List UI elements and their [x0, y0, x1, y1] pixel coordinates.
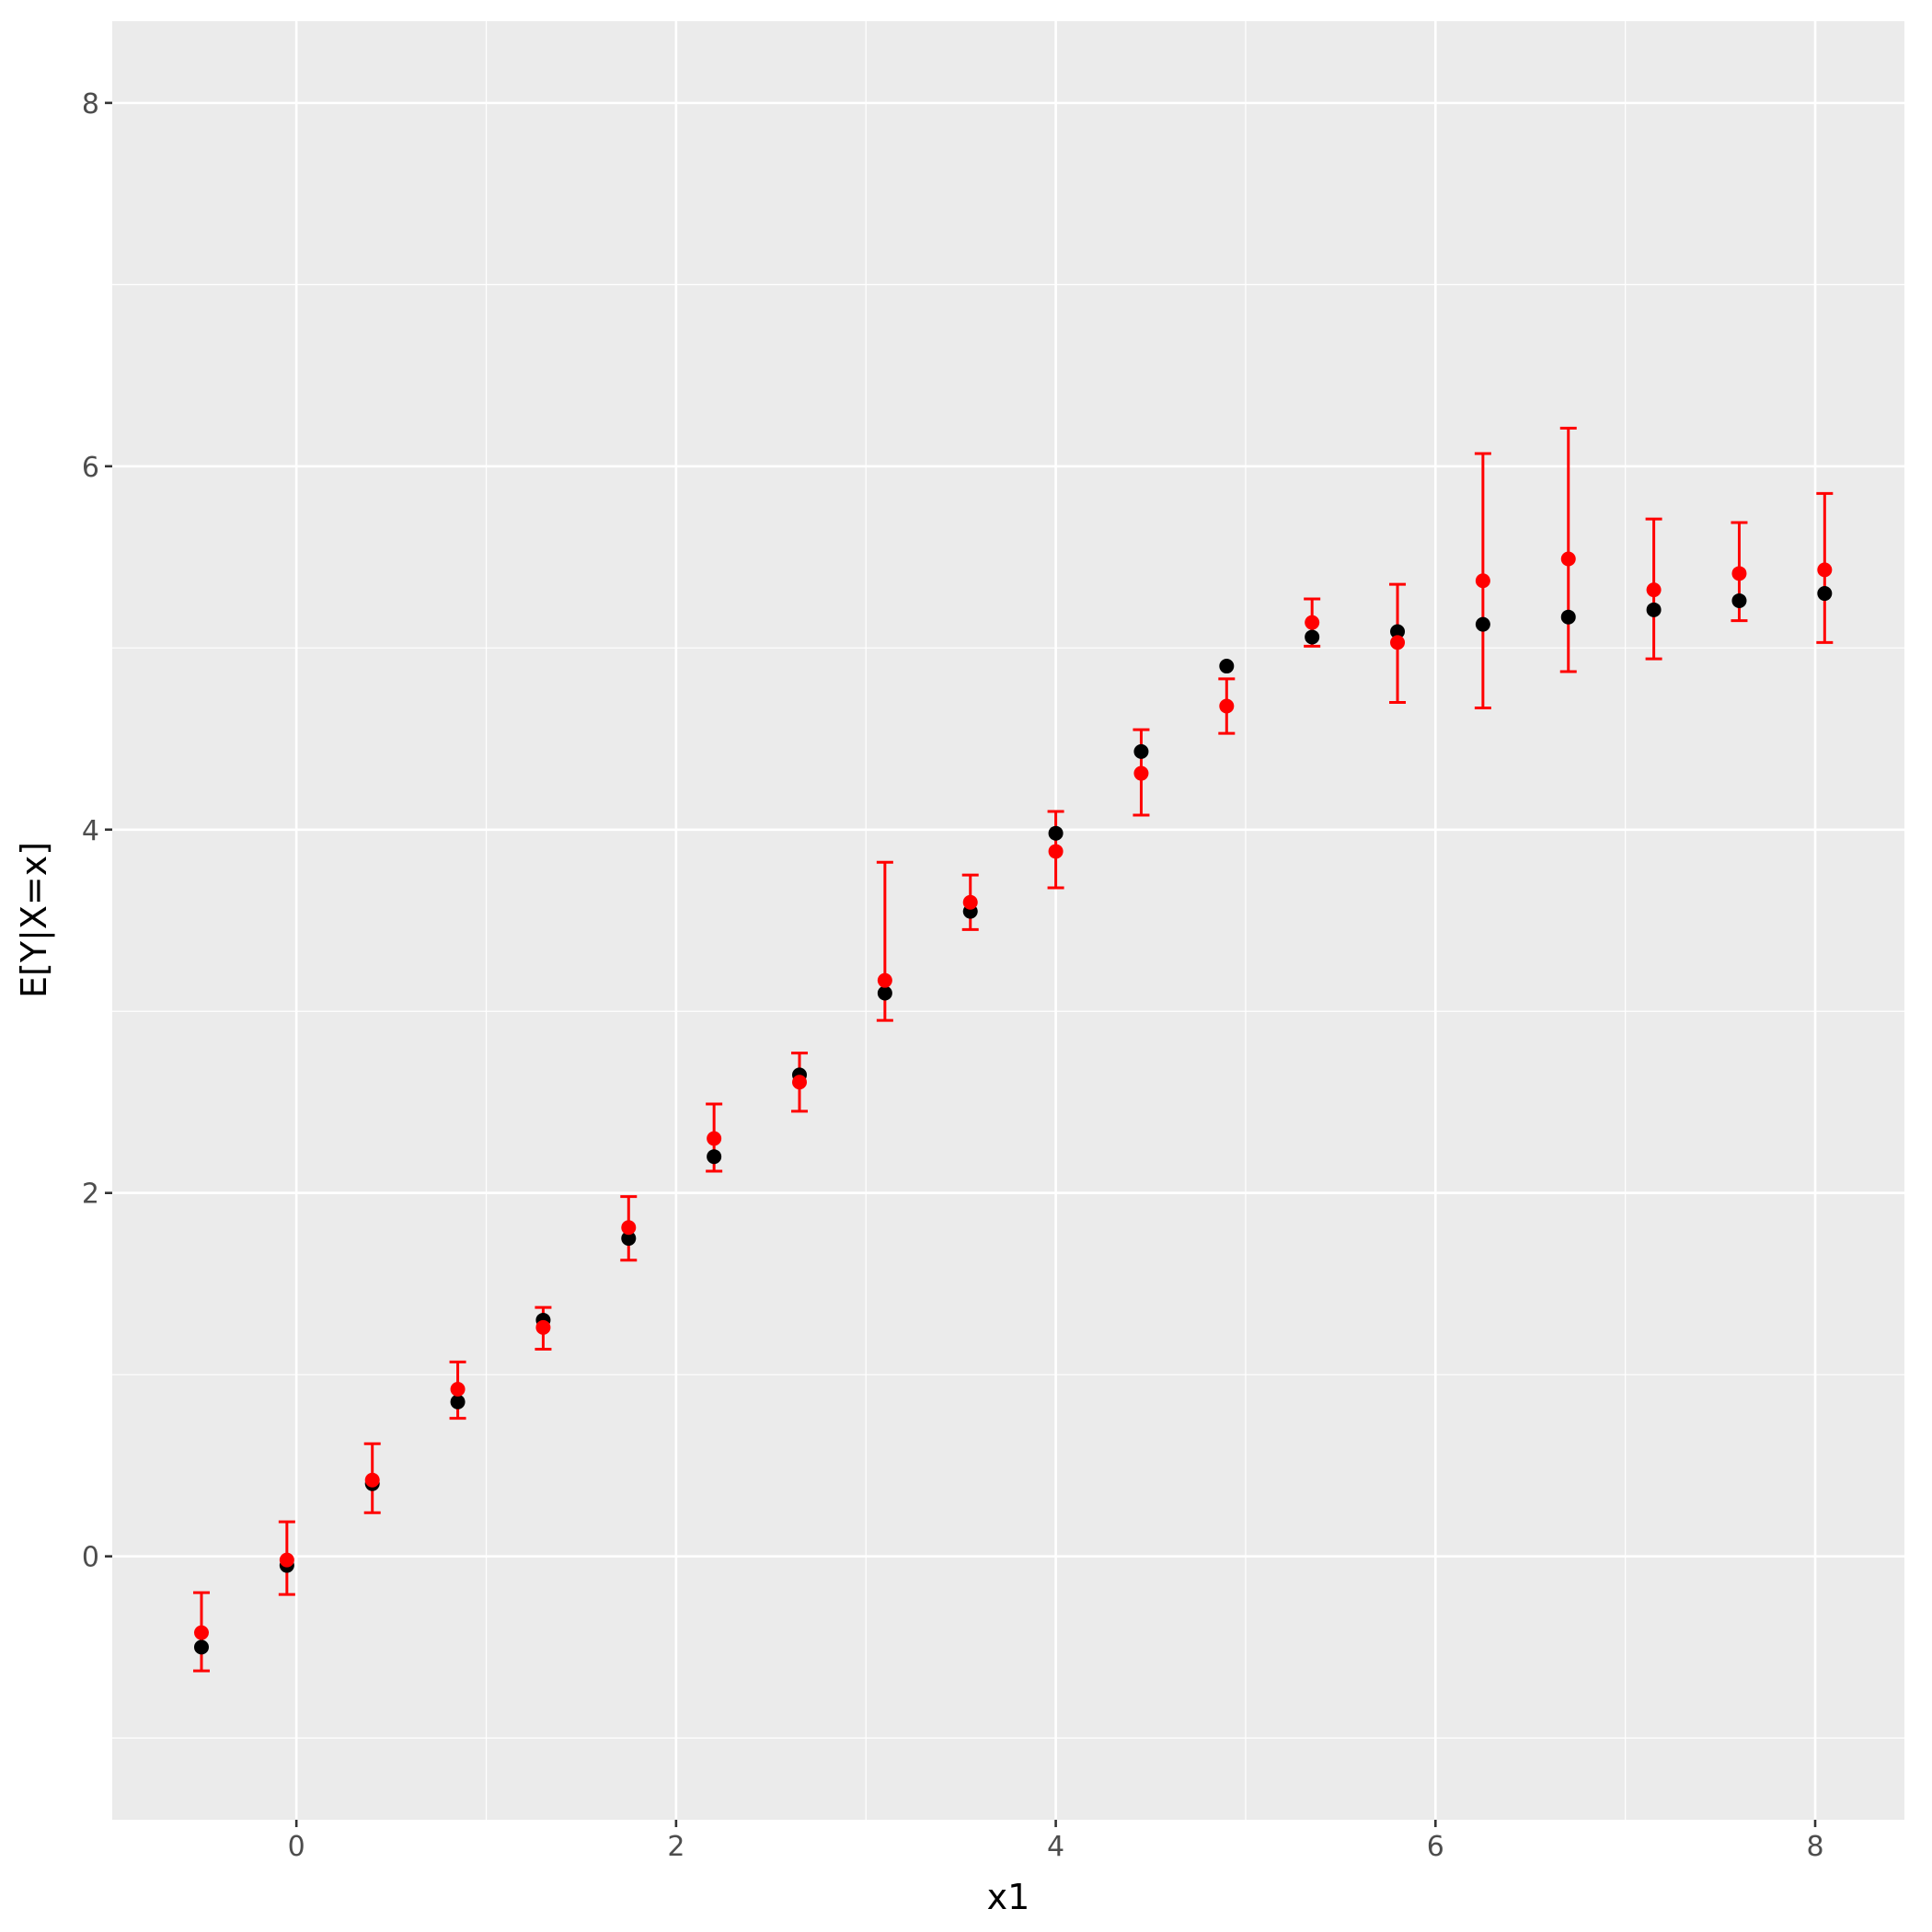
y-tick-label: 2 [82, 1179, 99, 1211]
true-point [193, 1639, 209, 1655]
true-point [1305, 629, 1320, 645]
estimate-point [1475, 573, 1490, 589]
plot-panel [112, 21, 1904, 1820]
x-axis-title: x1 [987, 1877, 1030, 1917]
estimate-point [1133, 765, 1149, 781]
estimate-point [707, 1131, 722, 1146]
y-axis: 0 2 4 6 8 [82, 88, 112, 1574]
estimate-point [1219, 698, 1235, 714]
y-tick-label: 0 [82, 1542, 99, 1574]
estimate-point [1048, 844, 1064, 859]
y-axis-title: E[Y|X=x] [14, 842, 55, 998]
y-tick-label: 6 [82, 452, 99, 484]
x-tick-label: 4 [1047, 1831, 1064, 1863]
estimate-point [621, 1220, 637, 1236]
estimate-point [1646, 582, 1662, 598]
estimate-point [279, 1552, 294, 1568]
true-point [1390, 624, 1406, 639]
estimate-point [792, 1075, 808, 1090]
true-point [1560, 609, 1576, 625]
true-point [1475, 616, 1490, 632]
y-tick-label: 8 [82, 88, 99, 121]
x-tick-label: 2 [667, 1831, 684, 1863]
estimate-point [1390, 635, 1406, 650]
estimate-point [1305, 615, 1320, 630]
true-point [1048, 825, 1064, 841]
estimate-point [193, 1625, 209, 1640]
true-point [1133, 743, 1149, 759]
true-point [621, 1231, 637, 1247]
grid-minor [112, 21, 1904, 1820]
estimate-point [535, 1319, 551, 1335]
estimate-point [1560, 551, 1576, 567]
estimate-point [1731, 566, 1747, 581]
true-point [877, 985, 892, 1001]
estimate-point [877, 972, 892, 988]
x-axis: 0 2 4 6 8 [288, 1820, 1824, 1863]
x-tick-label: 8 [1806, 1831, 1823, 1863]
x-tick-label: 6 [1427, 1831, 1444, 1863]
true-point [1817, 586, 1833, 602]
true-point [450, 1394, 466, 1409]
x-tick-label: 0 [288, 1831, 305, 1863]
estimate-point [1817, 562, 1833, 578]
true-point [1219, 659, 1235, 674]
error-bar [1559, 426, 1577, 673]
grid-major [112, 21, 1904, 1820]
y-tick-label: 4 [82, 815, 99, 847]
estimate-points [193, 551, 1833, 1640]
true-point [707, 1149, 722, 1165]
estimate-point [364, 1472, 380, 1488]
estimate-point [962, 894, 978, 910]
true-point [1646, 602, 1662, 617]
true-point [1731, 592, 1747, 608]
estimate-point [450, 1381, 466, 1397]
